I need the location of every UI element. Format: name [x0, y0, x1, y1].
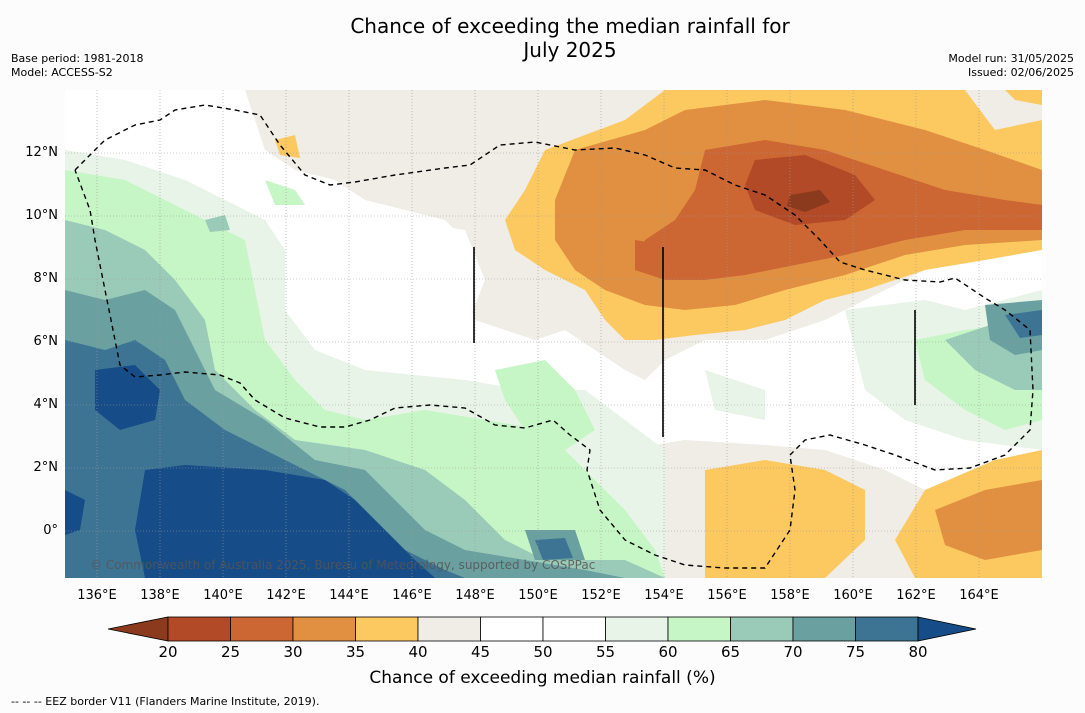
colorbar-tick-20: 20: [158, 643, 178, 661]
lat-label-6n: 6°N: [33, 334, 59, 349]
colorbar-tick-35: 35: [345, 643, 366, 661]
eez-border-line: [74, 104, 1034, 569]
lon-label-144e: 144°E: [329, 588, 369, 603]
lon-label-150e: 150°E: [518, 588, 558, 603]
colorbar-tick-65: 65: [720, 643, 741, 661]
lon-label-160e: 160°E: [833, 588, 873, 603]
colorbar-bin-35-40: [355, 616, 419, 642]
lon-label-156e: 156°E: [707, 588, 747, 603]
colorbar: [107, 616, 978, 646]
lat-label-8n: 8°N: [33, 271, 59, 286]
zone-below-20: [787, 190, 830, 212]
colorbar-tick-40: 40: [408, 643, 428, 661]
lon-label-162e: 162°E: [896, 588, 936, 603]
lon-label-140e: 140°E: [203, 588, 243, 603]
lon-label-138e: 138°E: [140, 588, 180, 603]
eez-vertical-lines: [473, 247, 916, 437]
lon-label-164e: 164°E: [959, 588, 999, 603]
colorbar-tick-70: 70: [783, 643, 803, 661]
lon-label-146e: 146°E: [392, 588, 432, 603]
colorbar-tick-45: 45: [470, 643, 491, 661]
lon-label-142e: 142°E: [266, 588, 306, 603]
meta-left: Base period: 1981-2018 Model: ACCESS-S2: [11, 52, 143, 80]
model-run-text: Model run: 31/05/2025: [948, 52, 1074, 65]
colorbar-bin-20-25: [167, 616, 231, 642]
base-period-text: Base period: 1981-2018: [11, 52, 144, 65]
colorbar-bin-30-35: [292, 616, 356, 642]
lon-label-158e: 158°E: [770, 588, 810, 603]
colorbar-tick-80: 80: [908, 643, 928, 661]
map-gridlines: [65, 90, 1042, 578]
colorbar-bin-45-50: [480, 616, 544, 642]
colorbar-bin-75-80: [855, 616, 919, 642]
colorbar-tick-30: 30: [283, 643, 303, 661]
colorbar-bin-60-65: [667, 616, 731, 642]
colorbar-bin-70-75: [792, 616, 856, 642]
lat-label-10n: 10°N: [25, 208, 58, 223]
colorbar-bin-50-55: [542, 616, 606, 642]
zone-20-25: [745, 155, 875, 225]
colorbar-tick-75: 75: [845, 643, 866, 661]
zone-above-80: [65, 365, 435, 578]
lat-label-12n: 12°N: [25, 145, 58, 160]
copyright-text: © Commonwealth of Australia 2025, Bureau…: [90, 558, 596, 572]
lat-label-0: 0°: [43, 523, 58, 538]
colorbar-title: Chance of exceeding median rainfall (%): [369, 668, 716, 688]
colorbar-high-arrow: [917, 616, 977, 642]
title-line-1: Chance of exceeding the median rainfall …: [350, 14, 790, 38]
lon-label-136e: 136°E: [77, 588, 117, 603]
model-text: Model: ACCESS-S2: [11, 66, 113, 79]
issued-text: Issued: 02/06/2025: [967, 66, 1074, 79]
lat-label-2n: 2°N: [33, 460, 59, 475]
title-line-2: July 2025: [523, 38, 617, 62]
colorbar-tick-55: 55: [595, 643, 616, 661]
lon-label-148e: 148°E: [455, 588, 495, 603]
colorbar-tick-60: 60: [658, 643, 678, 661]
colorbar-bin-65-70: [730, 616, 794, 642]
chart-title: Chance of exceeding the median rainfall …: [0, 14, 1085, 62]
colorbar-bin-40-45: [417, 616, 481, 642]
colorbar-tick-25: 25: [220, 643, 241, 661]
colorbar-bin-55-60: [605, 616, 669, 642]
rainfall-map: [65, 90, 1042, 578]
eez-footnote: -- -- -- EEZ border V11 (Flanders Marine…: [11, 695, 320, 708]
meta-right: Model run: 31/05/2025 Issued: 02/06/2025: [948, 52, 1074, 80]
colorbar-low-arrow: [107, 616, 169, 642]
colorbar-tick-50: 50: [533, 643, 553, 661]
lon-label-152e: 152°E: [581, 588, 621, 603]
lat-label-4n: 4°N: [33, 397, 59, 412]
lon-label-154e: 154°E: [644, 588, 684, 603]
colorbar-bin-25-30: [230, 616, 294, 642]
